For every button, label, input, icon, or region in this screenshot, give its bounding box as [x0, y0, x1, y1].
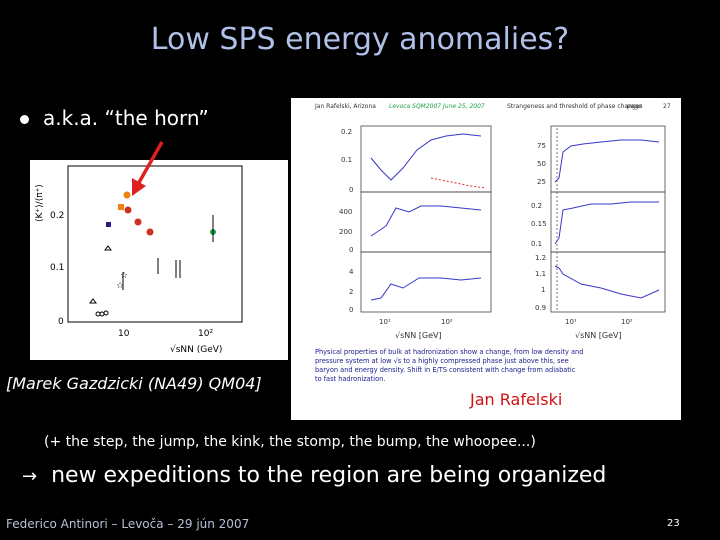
arrow-bullet-text: new expeditions to the region are being … — [51, 463, 607, 488]
figure-footnote: Physical properties of bulk at hadroniza… — [315, 348, 583, 383]
x-tick-label: 10² — [198, 329, 213, 339]
caption-left: [Marek Gazdzicki (NA49) QM04] — [6, 374, 262, 393]
y-tick-label: 4 — [349, 268, 354, 276]
figure-header-page-label: page — [627, 103, 642, 110]
series-line — [554, 265, 660, 299]
data-point: ☆ — [116, 281, 124, 291]
caption-right: Jan Rafelski — [470, 390, 563, 409]
horn-plot-svg: ⟨K⁺⟩/⟨π⁺⟩ 0.2 0.1 0 10 10² √sNN (GeV) ☆ … — [35, 165, 243, 355]
y-tick-label: 200 — [339, 228, 352, 236]
sub-panel-frame — [360, 125, 492, 193]
y-tick-label: 400 — [339, 208, 352, 216]
plot-frame — [67, 165, 243, 323]
y-tick-label: 1.1 — [535, 270, 546, 278]
y-axis-label: ⟨K⁺⟩/⟨π⁺⟩ — [35, 184, 45, 222]
slide-title: Low SPS energy anomalies? — [150, 22, 570, 57]
sub-panel-frame — [550, 191, 666, 253]
data-point — [104, 245, 112, 251]
horn-plot-image: ⟨K⁺⟩/⟨π⁺⟩ 0.2 0.1 0 10 10² √sNN (GeV) ☆ … — [30, 160, 288, 360]
right-arrow-icon: → — [22, 466, 38, 487]
footer-text: Federico Antinori – Levoča – 29 jún 2007 — [6, 517, 250, 531]
figure-header-page-number: 27 — [663, 103, 671, 110]
y-tick-label: 0.2 — [531, 202, 542, 210]
bullet-dot-icon — [20, 115, 29, 124]
footnote-line: pressure system at low √s to a highly co… — [315, 357, 569, 365]
arrow-bullet: → new expeditions to the region are being… — [22, 463, 606, 488]
x-tick-label: 10¹ — [379, 318, 391, 326]
data-point: ☆ — [120, 271, 128, 281]
series-line — [370, 133, 482, 181]
figure-header-conference: Levoca SQM2007 June 25, 2007 — [389, 103, 485, 110]
sub-panel-frame — [360, 191, 492, 253]
data-point — [123, 191, 131, 199]
sub-panel-frame — [360, 251, 492, 313]
y-tick-label: 0.1 — [341, 156, 352, 164]
y-tick-label: 1.2 — [535, 254, 546, 262]
x-axis-label: √sNN [GeV] — [395, 331, 442, 340]
y-tick-label: 0.2 — [50, 211, 64, 221]
data-point — [134, 218, 142, 226]
series-line — [554, 139, 660, 183]
red-arrow-icon — [135, 141, 164, 187]
x-tick-label: 10² — [441, 318, 453, 326]
figure-header-topic: Strangeness and threshold of phase chang… — [507, 103, 643, 110]
right-panel-column: 75 50 25 0.2 0.15 0.1 1.2 1.1 1 0.9 10¹ … — [531, 125, 666, 340]
y-tick-label: 0 — [58, 317, 64, 327]
data-point — [103, 310, 109, 316]
data-point — [106, 222, 111, 227]
series-line — [554, 201, 659, 245]
bullet-text: a.k.a. “the horn” — [43, 106, 209, 130]
left-panel-column: 0.2 0.1 0 400 200 0 4 2 0 10¹ 10² √sNN [… — [339, 125, 492, 340]
y-tick-label: 2 — [349, 288, 353, 296]
y-tick-label: 0.1 — [531, 240, 542, 248]
data-point — [124, 206, 132, 214]
footnote-line: Physical properties of bulk at hadroniza… — [315, 348, 583, 356]
red-arrowhead-icon — [132, 178, 146, 196]
x-axis-label: √sNN (GeV) — [170, 344, 222, 355]
series-line — [370, 205, 482, 237]
x-axis-label: √sNN [GeV] — [575, 331, 622, 340]
x-tick-label: 10² — [621, 318, 633, 326]
y-tick-label: 25 — [537, 178, 546, 186]
rafelski-figure-svg: Jan Rafelski, Arizona Levoca SQM2007 Jun… — [314, 103, 671, 383]
y-tick-label: 0.9 — [535, 304, 546, 312]
y-tick-label: 0.15 — [531, 220, 547, 228]
data-point — [89, 298, 97, 304]
y-tick-label: 75 — [537, 142, 546, 150]
page-number: 23 — [667, 518, 680, 529]
bullet-item: a.k.a. “the horn” — [20, 106, 209, 130]
y-tick-label: 0.2 — [341, 128, 352, 136]
data-point — [118, 204, 124, 210]
rafelski-figure-image: Jan Rafelski, Arizona Levoca SQM2007 Jun… — [291, 98, 681, 420]
y-tick-label: 0 — [349, 246, 353, 254]
y-tick-label: 0 — [349, 306, 353, 314]
x-tick-label: 10 — [118, 329, 130, 339]
footnote-line: baryon and energy density. Shift in E/TS… — [315, 366, 576, 374]
data-markers: ☆ ☆ — [89, 191, 216, 317]
sub-panel-frame — [550, 125, 666, 193]
series-line — [430, 177, 487, 189]
y-tick-label: 1 — [541, 286, 545, 294]
y-tick-label: 50 — [537, 160, 546, 168]
series-line — [370, 277, 482, 301]
figure-header-author: Jan Rafelski, Arizona — [314, 103, 376, 110]
y-tick-label: 0 — [349, 186, 353, 194]
sub-panel-frame — [550, 251, 666, 313]
x-tick-label: 10¹ — [565, 318, 577, 326]
footnote-line: to fast hadronization. — [315, 375, 385, 383]
data-point — [146, 228, 154, 236]
subline-text: (+ the step, the jump, the kink, the sto… — [44, 434, 536, 450]
y-tick-label: 0.1 — [50, 263, 64, 273]
